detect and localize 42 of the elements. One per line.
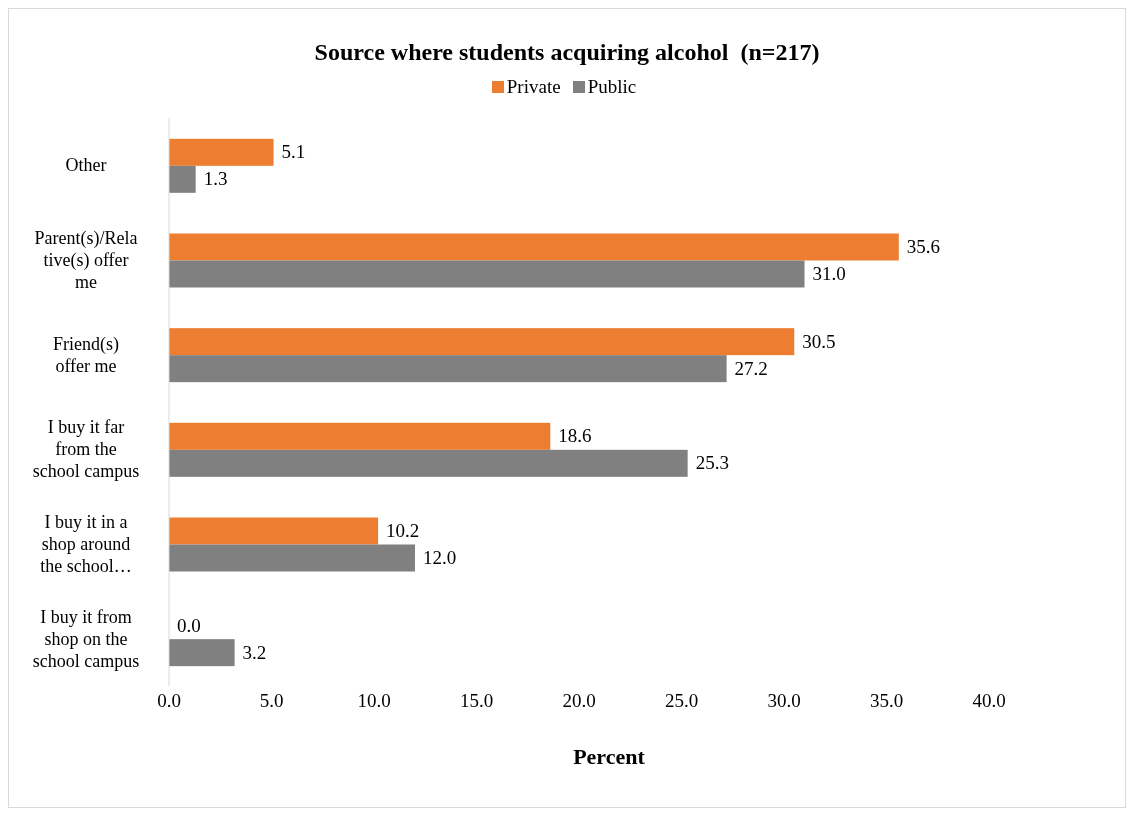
bar	[169, 260, 805, 288]
legend-label: Public	[586, 76, 637, 98]
y-tick-label: I buy it from shop on the school campus	[32, 606, 140, 671]
bar	[169, 517, 379, 545]
data-label: 27.2	[734, 357, 768, 379]
bar	[169, 639, 235, 667]
bar	[169, 328, 795, 356]
data-label: 3.2	[242, 641, 267, 663]
chart-title: Source where students acquiring alcohol (n=217)	[313, 39, 821, 66]
x-tick-label: 10.0	[357, 690, 391, 712]
x-axis-title: Percent	[572, 744, 646, 770]
data-label: 31.0	[812, 262, 846, 284]
x-tick-label: 35.0	[869, 690, 904, 712]
data-label: 18.6	[558, 425, 592, 447]
data-label: 1.3	[203, 168, 228, 190]
x-tick-label: 15.0	[459, 690, 494, 712]
legend-label: Private	[505, 76, 561, 98]
data-label: 30.5	[802, 330, 836, 352]
bar	[169, 233, 899, 261]
x-tick-label: 0.0	[157, 690, 181, 712]
y-tick-label: Other	[65, 155, 107, 176]
x-tick-label: 30.0	[767, 690, 801, 712]
y-tick-label: Friend(s) offer me	[53, 333, 119, 376]
bar	[169, 449, 688, 477]
x-tick-label: 40.0	[972, 690, 1006, 712]
bar	[169, 422, 551, 450]
data-label: 5.1	[281, 141, 306, 163]
data-label: 35.6	[906, 235, 941, 257]
y-tick-label: Parent(s)/Relative(s) offer me	[34, 228, 138, 292]
bar	[169, 138, 274, 166]
data-label: 12.0	[423, 546, 457, 568]
bar	[169, 165, 196, 193]
data-label: 0.0	[177, 614, 201, 636]
y-tick-label: I buy it in a shop around the school…	[40, 512, 132, 576]
bar	[169, 355, 727, 383]
x-tick-label: 5.0	[259, 690, 284, 712]
x-tick-label: 25.0	[664, 690, 699, 712]
bar	[169, 544, 415, 572]
data-label: 10.2	[386, 519, 420, 541]
x-tick-label: 20.0	[562, 690, 596, 712]
y-tick-label: I buy it far from the school campus	[32, 417, 140, 482]
data-label: 25.3	[695, 452, 729, 474]
